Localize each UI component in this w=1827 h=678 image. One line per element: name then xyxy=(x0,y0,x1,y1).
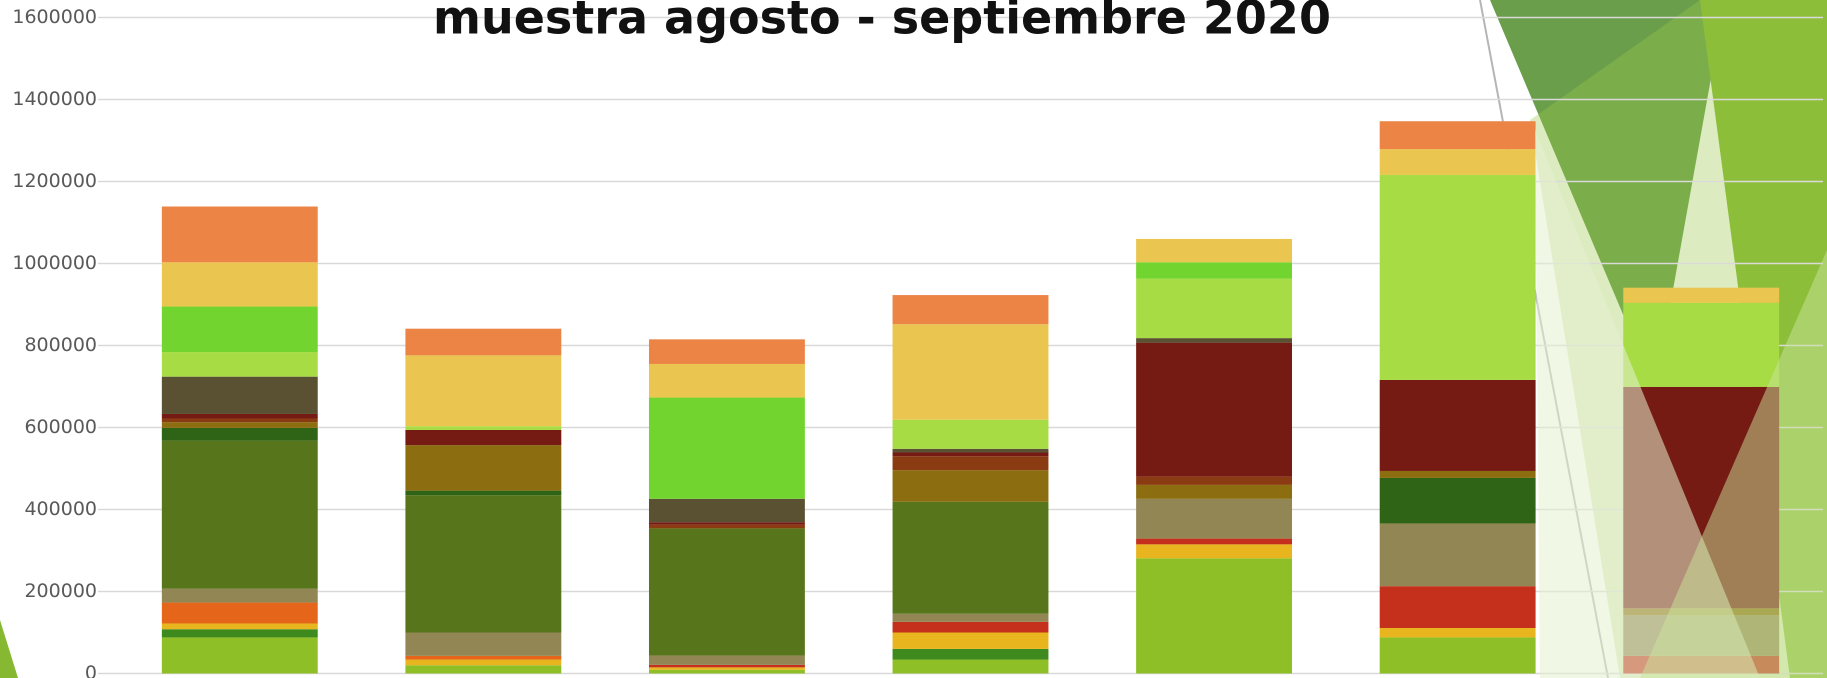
bar-segment xyxy=(1136,558,1292,673)
bar-segment xyxy=(893,502,1049,614)
bar-segment xyxy=(649,522,805,524)
bar-segment xyxy=(1136,477,1292,485)
bar-segment xyxy=(893,633,1049,649)
bar-segment xyxy=(1136,499,1292,539)
y-tick-label: 1400000 xyxy=(12,88,97,110)
bar-segment xyxy=(162,207,318,263)
bar-segment xyxy=(162,603,318,624)
bar-segment xyxy=(162,637,318,673)
bar-segment xyxy=(1380,478,1536,524)
y-tick-label: 1600000 xyxy=(12,6,97,28)
bar-segment xyxy=(405,665,561,673)
bar-segment xyxy=(1136,338,1292,343)
y-tick-label: 600000 xyxy=(24,416,97,438)
decor-triangle xyxy=(0,620,18,678)
bar-segment xyxy=(162,377,318,414)
bar-segment xyxy=(162,418,318,422)
bar-segment xyxy=(893,420,1049,449)
bar-segment xyxy=(1380,471,1536,478)
bar-segment xyxy=(1136,485,1292,499)
bar-segment xyxy=(893,660,1049,674)
bar-segment xyxy=(893,324,1049,420)
bar-segment xyxy=(1380,121,1536,149)
bar-segment xyxy=(893,622,1049,633)
y-tick-label: 200000 xyxy=(24,580,97,602)
bar-segment xyxy=(1380,175,1536,380)
bar-segment xyxy=(1380,637,1536,673)
bar-segment xyxy=(162,307,318,353)
bar-segment xyxy=(405,430,561,445)
bar-segment xyxy=(405,656,561,660)
bar-segment xyxy=(649,398,805,499)
chart-title: muestra agosto - septiembre 2020 xyxy=(433,0,1331,45)
bar-segment xyxy=(649,670,805,674)
bar-segment xyxy=(405,426,561,430)
bar-segment xyxy=(649,665,805,667)
bar-segment xyxy=(1623,303,1779,387)
bar-segment xyxy=(1380,523,1536,586)
bar-segment xyxy=(893,649,1049,660)
bar-segment xyxy=(1136,544,1292,558)
bar-segment xyxy=(649,499,805,522)
bar-segment xyxy=(405,329,561,356)
bar-segment xyxy=(162,262,318,306)
y-tick-label: 0 xyxy=(85,662,97,678)
bar-segment xyxy=(893,453,1049,457)
bar-segment xyxy=(649,339,805,364)
bar-segment xyxy=(162,428,318,441)
bar-segment xyxy=(1623,288,1779,303)
y-tick-label: 800000 xyxy=(24,334,97,356)
bar-segment xyxy=(649,667,805,669)
y-tick-label: 1200000 xyxy=(12,170,97,192)
bar-segment xyxy=(405,445,561,491)
bar-segment xyxy=(162,352,318,377)
chart: 0 200000 400000 600000 800000 1000000 1200000 1… xyxy=(0,0,1827,678)
bar-segment xyxy=(162,441,318,589)
bar-segment xyxy=(405,491,561,496)
bar-segment xyxy=(1380,149,1536,175)
bar-segment xyxy=(893,456,1049,470)
page: 0 200000 400000 600000 800000 1000000 1200000 1… xyxy=(0,0,1827,678)
bar-segment xyxy=(162,589,318,603)
bar-segment xyxy=(649,655,805,664)
bar-segment xyxy=(893,470,1049,502)
bar-segment xyxy=(405,660,561,666)
bar-segment xyxy=(162,623,318,629)
bar-segment xyxy=(1380,586,1536,628)
bar-segment xyxy=(405,633,561,656)
y-tick-label: 400000 xyxy=(24,498,97,520)
bar-segment xyxy=(649,364,805,398)
bar-segment xyxy=(405,495,561,632)
bar-segment xyxy=(405,355,561,426)
bar-segment xyxy=(1136,239,1292,262)
bar-segment xyxy=(649,528,805,655)
bar-segment xyxy=(1136,343,1292,477)
y-tick-label: 1000000 xyxy=(12,252,97,274)
bar-segment xyxy=(162,629,318,637)
bar-segment xyxy=(1380,628,1536,637)
bar-segment xyxy=(1136,262,1292,278)
bar-segment xyxy=(649,525,805,529)
bar-segment xyxy=(162,414,318,419)
bar-segment xyxy=(893,295,1049,324)
bar-segment xyxy=(893,614,1049,622)
bar-segment xyxy=(1380,380,1536,471)
bar-segment xyxy=(1136,539,1292,545)
bar-segment xyxy=(162,422,318,428)
bar-segment xyxy=(893,449,1049,453)
bar-segment xyxy=(1136,279,1292,338)
